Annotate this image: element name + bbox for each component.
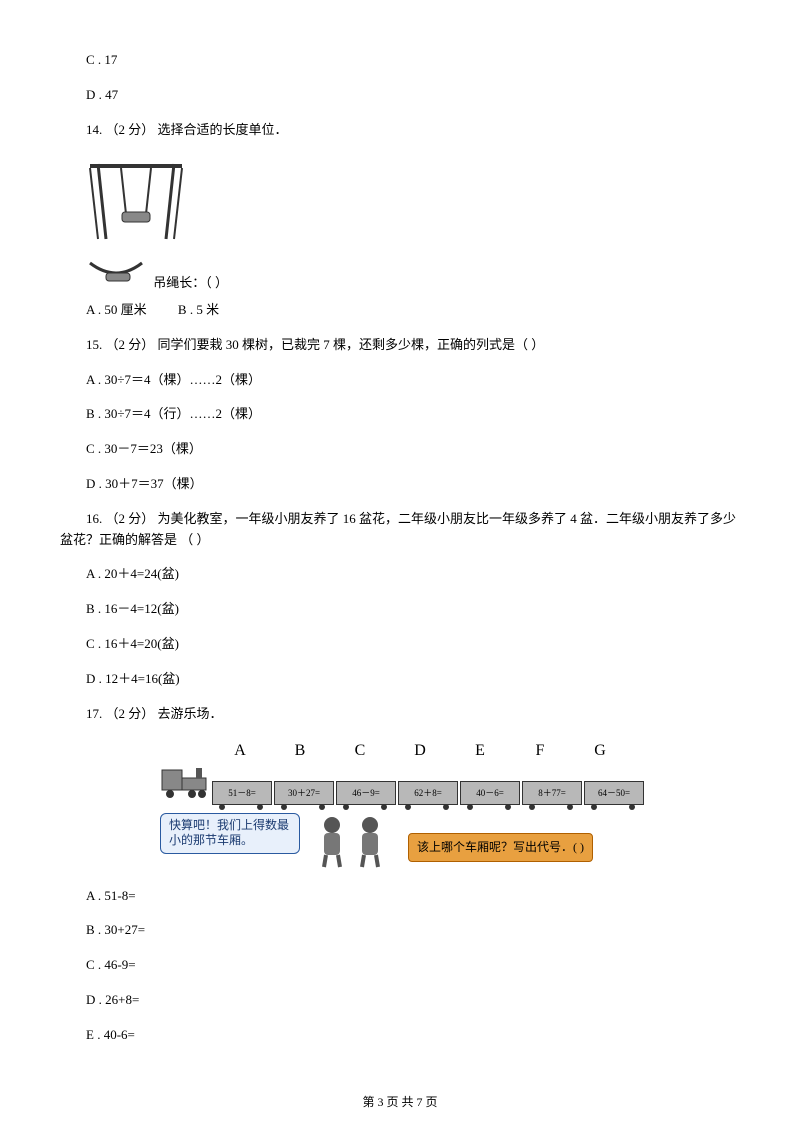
q14-option-b: B . 5 米 (178, 302, 219, 317)
carriage: 64－50= (584, 781, 644, 805)
q17-header: 17. （2 分） 去游乐场． (60, 704, 740, 725)
q-option-d: D . 47 (60, 85, 740, 106)
q17-option-e: E . 40-6= (60, 1025, 740, 1046)
train-letter: A (210, 738, 270, 764)
q-option-c: C . 17 (60, 50, 740, 71)
q16-option-a: A . 20＋4=24(盆) (60, 564, 740, 585)
q17-option-a: A . 51-8= (60, 886, 740, 907)
q15-header: 15. （2 分） 同学们要栽 30 棵树，已裁完 7 棵，还剩多少棵，正确的列… (60, 335, 740, 356)
locomotive-icon (160, 764, 210, 805)
train-letter: C (330, 738, 390, 764)
carriage: 40－6= (460, 781, 520, 805)
carriage: 46－9= (336, 781, 396, 805)
speech-bubble-2: 该上哪个车厢呢？写出代号．( ) (408, 833, 593, 862)
q15-option-a: A . 30÷7＝4（棵）……2（棵） (60, 370, 740, 391)
q17-option-b: B . 30+27= (60, 920, 740, 941)
carriage: 51－8= (212, 781, 272, 805)
train-letter: G (570, 738, 630, 764)
q14-options: A . 50 厘米 B . 5 米 (86, 300, 740, 321)
q14-header: 14. （2 分） 选择合适的长度单位． (60, 120, 740, 141)
train-letter: D (390, 738, 450, 764)
q14-option-a: A . 50 厘米 (86, 302, 147, 317)
children-icon (304, 813, 404, 876)
q15-option-c: C . 30－7＝23（棵） (60, 439, 740, 460)
q16-option-d: D . 12＋4=16(盆) (60, 669, 740, 690)
train-image: A B C D E F G 51－8= 30＋27= 46－9= 62＋8= 4… (160, 738, 740, 875)
q16-header: 16. （2 分） 为美化教室，一年级小朋友养了 16 盆花，二年级小朋友比一年… (60, 509, 740, 551)
q14-rope-label: 吊绳长：（ ） (153, 273, 228, 294)
q17-option-d: D . 26+8= (60, 990, 740, 1011)
q15-option-b: B . 30÷7＝4（行）……2（棵） (60, 404, 740, 425)
train-letter: E (450, 738, 510, 764)
carriage: 8＋77= (522, 781, 582, 805)
train-letter: B (270, 738, 330, 764)
swing-image (86, 154, 740, 251)
speech-bubble-1: 快算吧！我们上得数最小的那节车厢。 (160, 813, 300, 854)
q16-option-c: C . 16＋4=20(盆) (60, 634, 740, 655)
q16-option-b: B . 16－4=12(盆) (60, 599, 740, 620)
q15-option-d: D . 30＋7＝37（棵） (60, 474, 740, 495)
carriage: 30＋27= (274, 781, 334, 805)
train-letter: F (510, 738, 570, 764)
page-footer: 第 3 页 共 7 页 (0, 1093, 800, 1112)
q17-option-c: C . 46-9= (60, 955, 740, 976)
carriage: 62＋8= (398, 781, 458, 805)
rope-image (86, 257, 146, 294)
